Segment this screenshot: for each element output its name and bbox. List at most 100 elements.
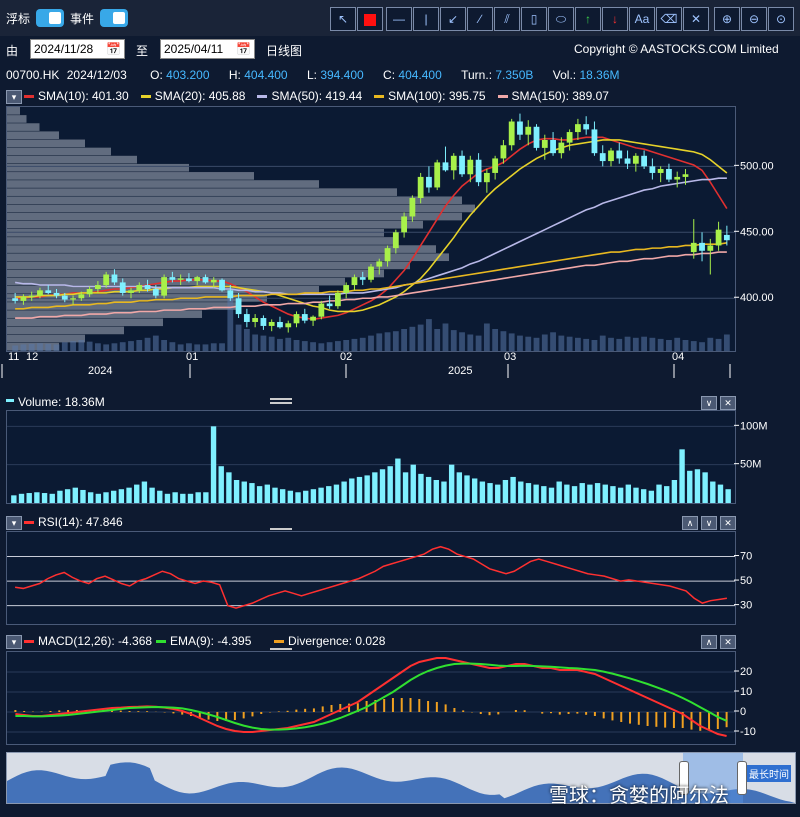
calendar-icon[interactable]: 📅	[236, 42, 251, 56]
price-volume-bar	[368, 335, 374, 351]
rect-tool-icon[interactable]: ▯	[521, 7, 547, 31]
volume-bar	[164, 493, 171, 503]
collapse-icon[interactable]: ▾	[6, 90, 22, 104]
candle	[682, 174, 689, 177]
candle	[45, 290, 52, 293]
candle	[368, 266, 374, 280]
volume-bar	[410, 464, 416, 503]
volume-bar	[448, 464, 455, 503]
navigator-left-handle[interactable]	[679, 761, 689, 795]
zoom-in-icon[interactable]: ⊕	[714, 7, 740, 31]
volume-profile-bar	[7, 253, 449, 262]
volume-bar	[625, 484, 631, 503]
candle	[674, 176, 681, 180]
candle	[152, 289, 159, 296]
collapse-icon[interactable]: ▾	[6, 516, 22, 530]
price-volume-bar	[715, 338, 722, 351]
eraser-tool-icon[interactable]: ⌫	[656, 7, 682, 31]
price-volume-bar	[95, 343, 101, 351]
zoom-out-icon[interactable]: ⊖	[741, 7, 767, 31]
x-tick-label: 01	[186, 351, 198, 363]
volume-bar	[694, 469, 701, 503]
volume-bar	[510, 476, 516, 503]
volume-bar	[548, 487, 555, 503]
resize-handle[interactable]	[270, 398, 292, 404]
navigator-mini-chart	[7, 762, 795, 803]
candle	[558, 142, 565, 154]
price-volume-bar	[111, 343, 118, 351]
volume-profile-bar	[7, 115, 27, 123]
price-volume-bar	[359, 337, 366, 351]
chevron-up-icon[interactable]: ∧	[682, 516, 698, 530]
cursor-tool-icon[interactable]: ↖	[330, 7, 356, 31]
ray-tool-icon[interactable]: ↙	[440, 7, 466, 31]
candle	[599, 153, 606, 162]
event-toggle[interactable]	[100, 9, 128, 27]
watermark: 雪球：贪婪的阿尔法	[549, 785, 729, 807]
candle	[343, 285, 350, 293]
price-volume-bar	[177, 344, 184, 351]
close-icon[interactable]: ✕	[720, 396, 736, 410]
x-axis: 11 12 01 02 03 04 2024 2025	[1, 351, 731, 378]
price-volume-bar	[318, 343, 325, 351]
period-label[interactable]: 日线图	[266, 44, 303, 58]
line-tool-icon[interactable]: ∕	[467, 7, 493, 31]
candle	[210, 279, 217, 283]
volume-header: Volume: 18.36M ∨ ✕	[0, 394, 800, 410]
volume-profile-bar	[7, 334, 85, 343]
volume-bar	[11, 495, 17, 503]
macd-label: MACD(12,26): -4.368	[38, 634, 153, 648]
candle	[351, 277, 358, 286]
price-volume-bar	[417, 324, 424, 351]
volume-bar	[579, 483, 585, 503]
volume-bar	[310, 489, 317, 503]
from-date-input[interactable]: 2024/11/28 📅	[30, 39, 125, 59]
up-arrow-tool-icon[interactable]: ↑	[575, 7, 601, 31]
volume-bar	[349, 478, 355, 503]
price-chart[interactable]	[7, 107, 735, 351]
rsi-header: ▾ RSI(14): 47.846 ∧ ∨ ✕	[0, 514, 800, 534]
vline-tool-icon[interactable]: |	[413, 7, 439, 31]
navigator-window[interactable]	[683, 753, 743, 803]
volume-bar	[80, 489, 86, 503]
chevron-down-icon[interactable]: ∨	[701, 516, 717, 530]
macd-y-axis: -10 0 10 20	[734, 666, 756, 738]
price-volume-bar	[674, 337, 681, 351]
float-toggle[interactable]	[36, 9, 64, 27]
color-tool-icon[interactable]	[357, 7, 383, 31]
calendar-icon[interactable]: 📅	[106, 42, 121, 56]
price-volume-bar	[53, 344, 60, 351]
clear-tool-icon[interactable]: ✕	[683, 7, 709, 31]
candle	[483, 172, 490, 183]
chevron-down-icon[interactable]: ∨	[701, 396, 717, 410]
candle	[566, 132, 573, 143]
price-volume-bar	[575, 337, 581, 351]
zoom-reset-icon[interactable]: ⊙	[768, 7, 794, 31]
text-tool-icon[interactable]: Aa	[629, 7, 655, 31]
max-range-button[interactable]: 最长时间	[747, 765, 791, 782]
candle	[243, 314, 250, 322]
volume-bar	[418, 473, 424, 503]
candle	[95, 285, 101, 290]
chevron-up-icon[interactable]: ∧	[701, 635, 717, 649]
ellipse-tool-icon[interactable]: ⬭	[548, 7, 574, 31]
down-arrow-tool-icon[interactable]: ↓	[602, 7, 628, 31]
to-date-input[interactable]: 2025/04/11 📅	[160, 39, 255, 59]
volume-bar	[180, 493, 186, 503]
volume-bar	[425, 476, 432, 503]
price-volume-bar	[541, 334, 548, 351]
price-volume-bar	[70, 341, 76, 351]
navigator-right-handle[interactable]	[737, 761, 747, 795]
hline-tool-icon[interactable]: —	[386, 7, 412, 31]
close-icon[interactable]: ✕	[720, 635, 736, 649]
collapse-icon[interactable]: ▾	[6, 635, 22, 649]
parallel-tool-icon[interactable]: ⫽	[494, 7, 520, 31]
macd-line	[15, 657, 727, 737]
price-volume-bar	[608, 337, 614, 351]
candle	[277, 321, 283, 328]
volume-bar	[525, 483, 532, 503]
close-icon[interactable]: ✕	[720, 516, 736, 530]
volume-bar	[333, 484, 340, 503]
candle	[690, 242, 697, 253]
navigator[interactable]: 最长时间 雪球：贪婪的阿尔法	[6, 752, 796, 807]
